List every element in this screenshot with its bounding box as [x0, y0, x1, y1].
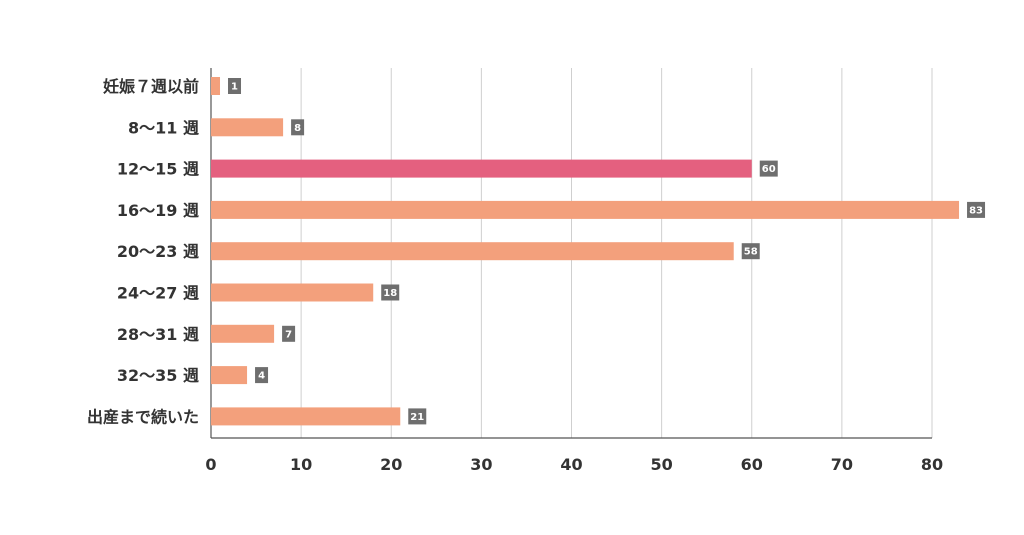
- x-tick-label: 30: [470, 455, 492, 474]
- data-label: 18: [383, 288, 397, 299]
- data-label-box: [759, 160, 778, 177]
- data-label: 60: [762, 164, 776, 175]
- bars: [211, 77, 960, 426]
- data-label-box: [408, 408, 427, 425]
- x-tick-label: 80: [921, 455, 943, 474]
- category-labels: 妊娠７週以前 8〜11 週 12〜15 週 16〜19 週 20〜23 週 24〜27 週…: [87, 77, 199, 426]
- data-label-box: [228, 78, 242, 94]
- category-label: 16〜19 週: [117, 201, 199, 220]
- x-tick-label: 0: [205, 455, 216, 474]
- category-label: 28〜31 週: [117, 325, 199, 344]
- data-label: 83: [969, 205, 983, 216]
- data-label-box: [282, 325, 296, 342]
- data-label: 8: [294, 123, 301, 134]
- x-tick-label: 50: [650, 455, 672, 474]
- bar: [211, 77, 221, 95]
- data-label-box: [291, 119, 305, 136]
- bar: [211, 366, 248, 385]
- x-tick-label: 10: [290, 455, 312, 474]
- data-label: 1: [231, 82, 238, 93]
- x-tick-label: 70: [831, 455, 853, 474]
- bar-highlighted: [211, 159, 752, 178]
- bar: [211, 283, 374, 302]
- data-label: 58: [744, 247, 758, 258]
- category-label: 24〜27 週: [117, 284, 199, 303]
- category-label: 出産まで続いた: [87, 407, 199, 426]
- x-tick-labels: 0 10 20 30 40 50 60 70 80: [205, 455, 943, 474]
- x-tick-label: 20: [380, 455, 402, 474]
- category-label: 妊娠７週以前: [103, 77, 199, 96]
- data-label-box: [741, 243, 760, 260]
- data-label: 21: [410, 412, 424, 423]
- bar: [211, 200, 960, 219]
- category-label: 8〜11 週: [128, 118, 199, 137]
- data-label-box: [967, 201, 986, 218]
- bar: [211, 242, 734, 261]
- x-tick-label: 40: [560, 455, 582, 474]
- bar: [211, 324, 275, 343]
- data-label: 7: [285, 329, 292, 340]
- data-label-box: [255, 367, 269, 384]
- category-label: 32〜35 週: [117, 366, 199, 385]
- bar: [211, 118, 284, 137]
- x-tick-label: 60: [741, 455, 763, 474]
- bar: [211, 407, 401, 426]
- category-label: 20〜23 週: [117, 242, 199, 261]
- category-label: 12〜15 週: [117, 160, 199, 179]
- data-label: 4: [258, 371, 265, 382]
- data-label-box: [381, 284, 400, 301]
